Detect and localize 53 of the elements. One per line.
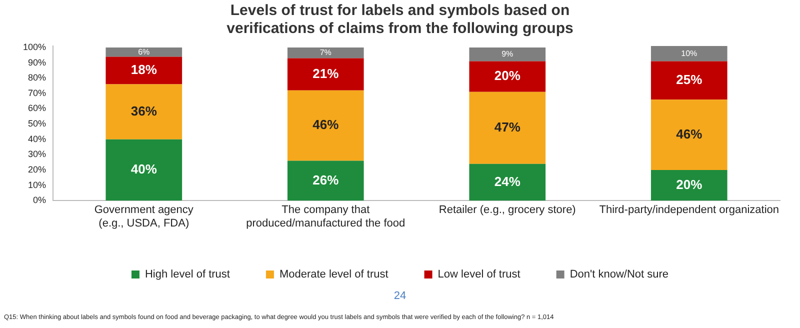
legend-label: High level of trust <box>144 268 230 281</box>
bar <box>287 48 364 58</box>
x-tick-label: Government agency (e.g., USDA, FDA) <box>94 204 194 230</box>
bar <box>469 61 546 92</box>
bar <box>106 48 182 57</box>
data-label: 6% <box>138 47 150 56</box>
x-tick-label: Third-party/independent organization <box>599 204 780 216</box>
y-tick-label: 30% <box>28 149 46 160</box>
y-tick-label: 20% <box>28 164 46 174</box>
bar <box>106 84 182 140</box>
chart-title: Levels of trust for labels and symbols based on verifications of claims from the following groups <box>226 2 574 38</box>
y-tick-label: 10% <box>28 180 46 190</box>
data-label: 9% <box>502 50 514 59</box>
data-label: 40% <box>130 162 158 177</box>
data-label: 46% <box>676 126 703 142</box>
data-label: 46% <box>312 117 340 132</box>
y-tick-label: 0% <box>33 195 46 206</box>
data-label: 20% <box>676 176 703 192</box>
data-label: 20% <box>494 68 521 84</box>
data-label: 47% <box>494 119 521 134</box>
data-label: 10% <box>681 48 698 58</box>
bar <box>650 170 728 201</box>
text: 24 <box>392 290 408 302</box>
bar <box>287 160 364 201</box>
data-label: 24% <box>494 174 521 189</box>
bar <box>287 58 364 90</box>
bar <box>469 92 546 164</box>
y-tick-label: 90% <box>28 57 46 68</box>
data-label: 36% <box>130 103 158 118</box>
y-tick-label: 70% <box>28 88 46 98</box>
y-tick-label: 40% <box>28 134 46 144</box>
legend-label: Low level of trust <box>438 268 520 281</box>
bar <box>650 100 728 170</box>
x-tick-label: Retailer (e.g., grocery store) <box>438 204 576 216</box>
data-label: 7% <box>320 48 332 58</box>
bar <box>287 90 364 161</box>
data-label: 18% <box>130 62 158 78</box>
bar <box>650 46 728 62</box>
data-label: 25% <box>676 72 703 88</box>
legend-label: Moderate level of trust <box>279 268 388 281</box>
bar <box>650 61 728 100</box>
y-tick-label: 80% <box>28 72 46 83</box>
y-tick-label: 60% <box>28 103 46 114</box>
legend-label: Don't know/Not sure <box>570 268 669 281</box>
y-tick-label: 50% <box>28 118 46 129</box>
bar <box>469 164 546 201</box>
bar <box>106 139 182 201</box>
bar <box>106 56 182 84</box>
data-label: 26% <box>312 172 340 188</box>
data-label: 21% <box>312 66 340 81</box>
y-tick-label: 100% <box>22 42 46 52</box>
x-tick-label: The company that produced/manufactured the food <box>246 204 406 230</box>
bar <box>469 48 546 62</box>
